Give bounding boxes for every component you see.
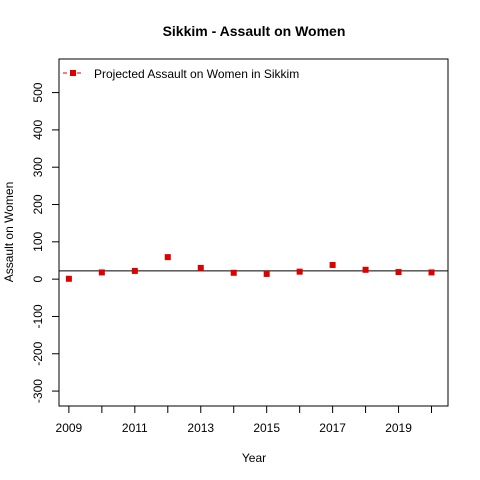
legend-label: Projected Assault on Women in Sikkim	[94, 67, 299, 81]
x-tick-label: 2013	[187, 421, 214, 435]
legend-marker	[70, 70, 76, 76]
x-tick-label: 2009	[56, 421, 83, 435]
data-point	[296, 268, 303, 275]
y-tick-label: -300	[31, 379, 45, 403]
data-point	[164, 254, 171, 261]
data-points	[65, 254, 435, 282]
y-tick-label: 400	[31, 120, 45, 140]
y-axis: -300 -200 -100 0 100 200 300 400 500	[31, 82, 59, 403]
data-point	[428, 269, 435, 276]
y-tick-label: 100	[31, 231, 45, 251]
data-point	[197, 264, 204, 271]
y-tick-label: 300	[31, 157, 45, 177]
y-tick-label: 0	[31, 275, 45, 282]
data-point	[131, 267, 138, 274]
y-tick-label: 200	[31, 194, 45, 214]
data-point	[98, 269, 105, 276]
x-tick-label: 2019	[385, 421, 412, 435]
chart-title: Sikkim - Assault on Women	[163, 23, 346, 39]
data-point	[230, 269, 237, 276]
legend: Projected Assault on Women in Sikkim	[63, 67, 299, 81]
data-point	[263, 270, 270, 277]
y-axis-label: Assault on Women	[2, 182, 16, 283]
data-point	[65, 275, 72, 282]
y-tick-label: -100	[31, 304, 45, 328]
plot-frame	[58, 58, 449, 407]
x-tick-label: 2011	[122, 421, 148, 435]
x-tick-label: 2015	[253, 421, 280, 435]
x-axis-label: Year	[242, 451, 266, 465]
data-point	[362, 266, 369, 273]
y-tick-label: 500	[31, 82, 45, 102]
data-point	[395, 269, 402, 276]
y-tick-label: -200	[31, 341, 45, 365]
data-point	[329, 261, 336, 268]
x-tick-label: 2017	[319, 421, 346, 435]
x-axis: 2009 2011 2013 2015 2017 2019	[56, 406, 433, 435]
